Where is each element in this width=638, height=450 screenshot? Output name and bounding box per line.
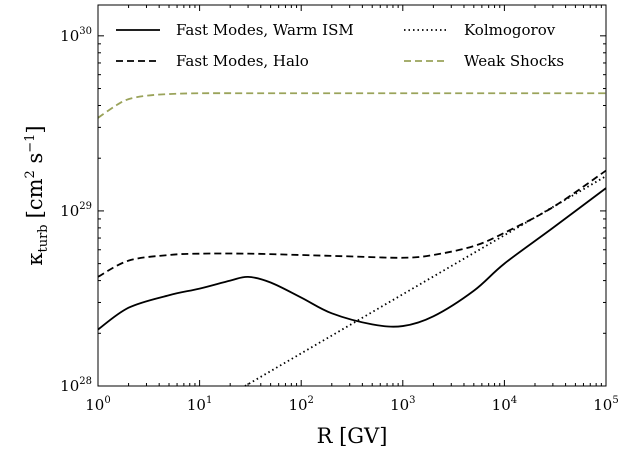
y-tick-label: 1030	[60, 26, 92, 45]
legend: Fast Modes, Warm ISM Kolmogorov Fast Modes…	[116, 21, 564, 70]
series-line-4	[97, 92, 607, 119]
series-layer	[97, 92, 607, 387]
y-tick-label: 1028	[60, 376, 92, 395]
x-tick-label: 103	[390, 395, 415, 414]
legend-label: Kolmogorov	[464, 21, 556, 39]
series-line-3	[244, 175, 607, 387]
x-axis-title: R [GV]	[317, 424, 388, 448]
y-axis-title: κturb[cm2 s−1]	[23, 125, 51, 265]
x-tick-label: 100	[85, 395, 110, 414]
plot-frame	[97, 4, 607, 387]
y-tick-label: 1029	[60, 201, 92, 220]
series-line-1	[97, 187, 607, 331]
series-line-2	[97, 169, 607, 278]
legend-label: Fast Modes, Warm ISM	[176, 21, 354, 39]
legend-label: Weak Shocks	[464, 52, 564, 70]
x-tick-label: 102	[288, 395, 313, 414]
legend-label: Fast Modes, Halo	[176, 52, 309, 70]
x-tick-label: 105	[593, 395, 618, 414]
x-tick-label: 104	[492, 395, 517, 414]
x-tick-label: 101	[187, 395, 212, 414]
